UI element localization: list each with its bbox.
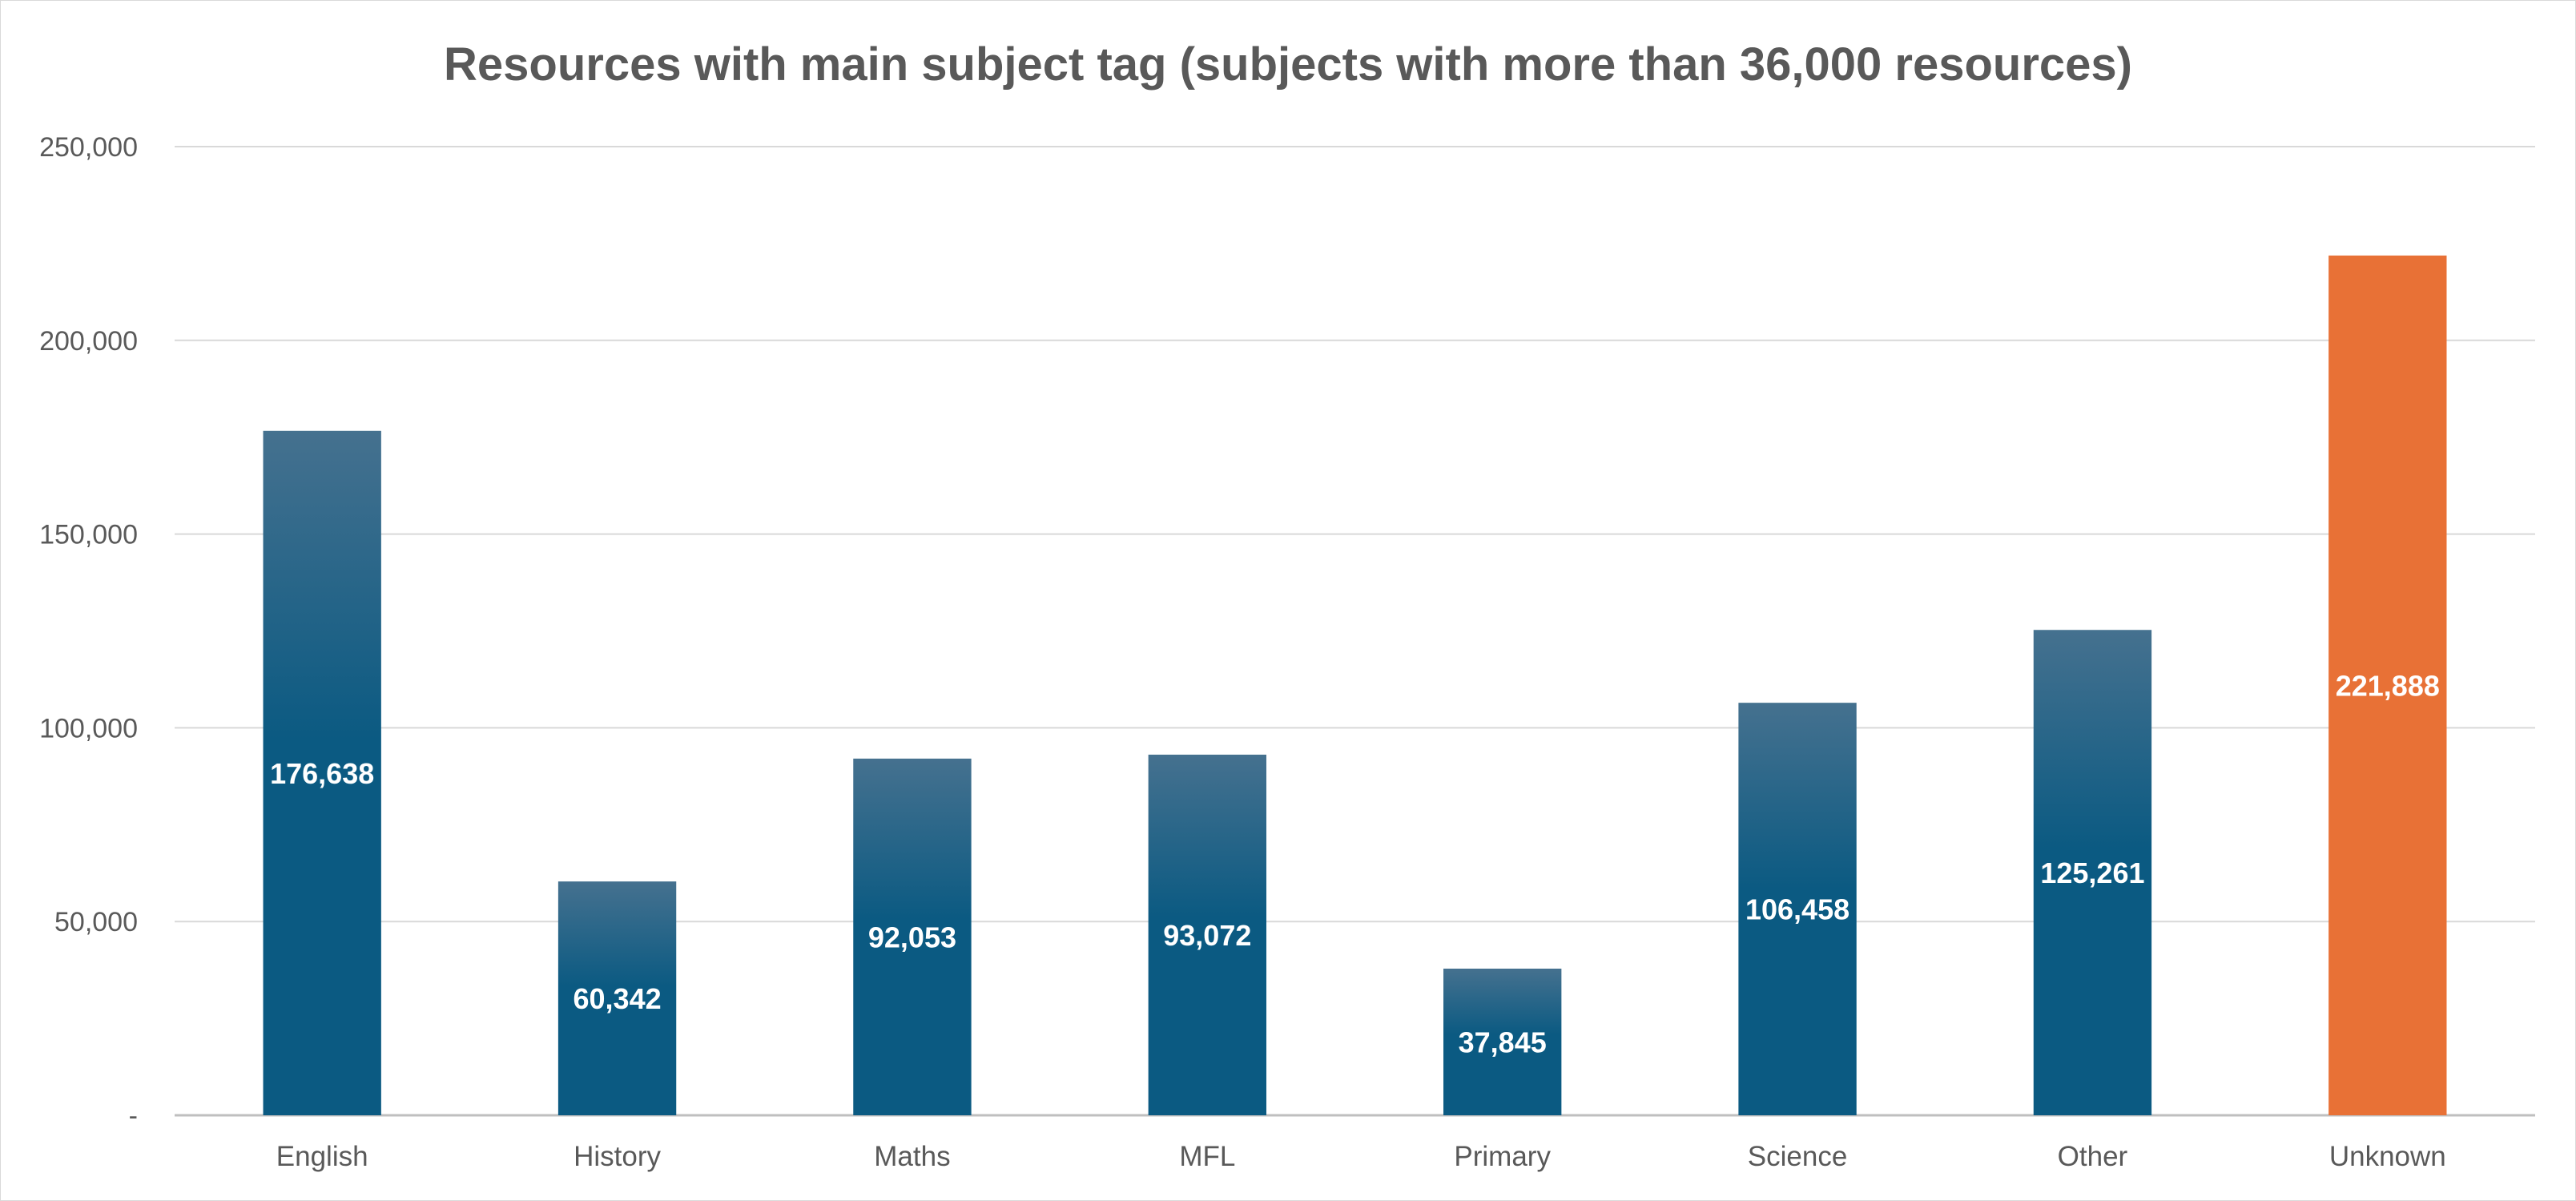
y-axis-tick-labels: - 50,000 100,000 150,000 200,000 250,000 bbox=[39, 132, 138, 1131]
category-label: Science bbox=[1748, 1141, 1848, 1172]
y-tick-label: 200,000 bbox=[39, 326, 138, 357]
data-label: 60,342 bbox=[574, 982, 662, 1015]
data-label: 106,458 bbox=[1745, 893, 1849, 926]
category-label: Maths bbox=[874, 1141, 950, 1172]
y-tick-label: - bbox=[129, 1101, 138, 1131]
category-label: Other bbox=[2058, 1141, 2128, 1172]
category-label: English bbox=[276, 1141, 368, 1172]
data-labels: 176,638 60,342 92,053 93,072 37,845 106,458 12… bbox=[270, 669, 2440, 1058]
y-tick-label: 150,000 bbox=[39, 520, 138, 550]
x-axis-category-labels: English History Maths MFL Primary Science Othe… bbox=[276, 1141, 2446, 1172]
y-tick-label: 100,000 bbox=[39, 713, 138, 744]
chart-title: Resources with main subject tag (subject… bbox=[444, 38, 2132, 91]
bar-english bbox=[263, 430, 381, 1115]
gridlines bbox=[175, 146, 2535, 1117]
data-label: 92,053 bbox=[868, 921, 956, 953]
category-label: MFL bbox=[1179, 1141, 1235, 1172]
y-tick-label: 250,000 bbox=[39, 132, 138, 163]
category-label: History bbox=[574, 1141, 661, 1172]
data-label: 125,261 bbox=[2040, 856, 2144, 889]
bar-mfl bbox=[1148, 754, 1266, 1115]
data-label: 93,072 bbox=[1163, 919, 1251, 952]
category-label: Primary bbox=[1454, 1141, 1551, 1172]
category-label: Unknown bbox=[2329, 1141, 2446, 1172]
y-tick-label: 50,000 bbox=[54, 907, 138, 937]
data-label: 37,845 bbox=[1459, 1026, 1547, 1058]
bar-science bbox=[1738, 703, 1857, 1115]
bar-other bbox=[2033, 630, 2152, 1115]
bar-primary bbox=[1443, 968, 1562, 1115]
bars bbox=[263, 255, 2447, 1115]
bar-unknown bbox=[2328, 255, 2447, 1115]
data-label: 221,888 bbox=[2336, 669, 2440, 702]
data-label: 176,638 bbox=[270, 757, 374, 790]
bar-maths bbox=[853, 758, 972, 1115]
bar-history bbox=[557, 881, 677, 1115]
